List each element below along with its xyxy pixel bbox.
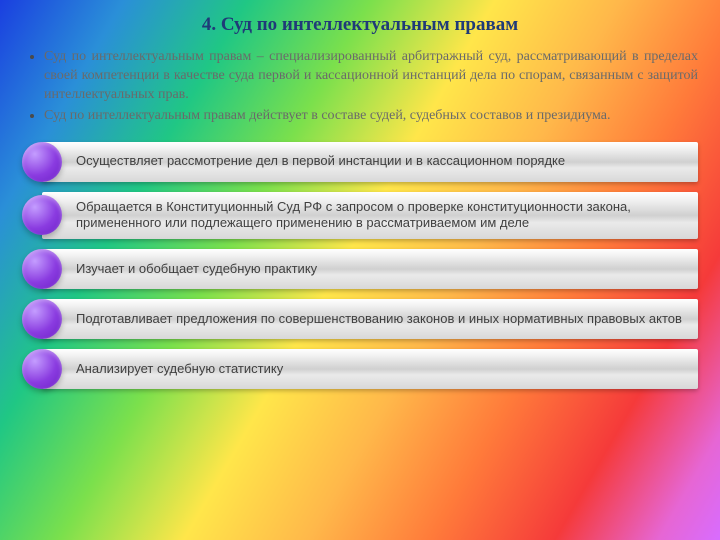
item-bar: Обращается в Конституционный Суд РФ с за… [42,192,698,240]
item-bar: Анализирует судебную статистику [42,349,698,389]
intro-bullet: Суд по интеллектуальным правам действует… [44,107,698,126]
item-text: Обращается в Конституционный Суд РФ с за… [76,199,684,233]
slide: 4. Суд по интеллектуальным правам Суд по… [0,0,720,540]
list-item: Обращается в Конституционный Суд РФ с за… [22,192,698,240]
list-item: Подготавливает предложения по совершенст… [22,299,698,339]
functions-list: Осуществляет рассмотрение дел в первой и… [22,142,698,390]
intro-list: Суд по интеллектуальным правам – специал… [22,48,698,126]
intro-bullet: Суд по интеллектуальным правам – специал… [44,48,698,105]
item-text: Подготавливает предложения по совершенст… [76,311,682,328]
list-item: Анализирует судебную статистику [22,349,698,389]
item-text: Анализирует судебную статистику [76,361,283,378]
item-bar: Подготавливает предложения по совершенст… [42,299,698,339]
list-item: Осуществляет рассмотрение дел в первой и… [22,142,698,182]
item-text: Изучает и обобщает судебную практику [76,261,317,278]
list-item: Изучает и обобщает судебную практику [22,249,698,289]
item-dot-icon [22,142,62,182]
page-title: 4. Суд по интеллектуальным правам [22,14,698,36]
item-bar: Осуществляет рассмотрение дел в первой и… [42,142,698,182]
item-text: Осуществляет рассмотрение дел в первой и… [76,153,565,170]
item-bar: Изучает и обобщает судебную практику [42,249,698,289]
